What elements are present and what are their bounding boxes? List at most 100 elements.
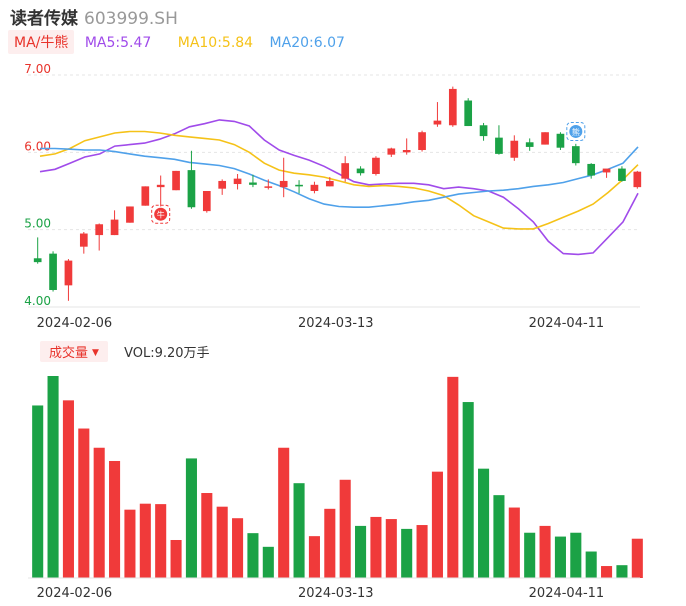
volume-bar bbox=[201, 493, 213, 578]
candle-body bbox=[387, 148, 396, 155]
volume-bar bbox=[109, 460, 121, 578]
candle-body bbox=[187, 170, 196, 208]
volume-bar bbox=[185, 458, 197, 578]
ma20-legend: MA20:6.07 bbox=[269, 35, 345, 51]
candle-body bbox=[418, 132, 426, 151]
volume-selector-label: 成交量 bbox=[49, 346, 89, 361]
x-tick-label: 2024-04-11 bbox=[529, 316, 605, 331]
volume-bar bbox=[308, 536, 320, 578]
ma5-line bbox=[39, 119, 639, 256]
volume-bar bbox=[539, 525, 551, 578]
volume-bar bbox=[355, 525, 367, 578]
candle-body bbox=[618, 168, 626, 181]
volume-bar bbox=[47, 376, 59, 578]
volume-bar bbox=[124, 509, 136, 578]
candle-body bbox=[433, 120, 442, 125]
candle-body bbox=[464, 100, 473, 127]
volume-bar bbox=[524, 532, 536, 578]
volume-bar bbox=[62, 400, 74, 578]
marker-badge bbox=[569, 124, 583, 138]
volume-bar bbox=[370, 516, 382, 578]
volume-bar bbox=[585, 551, 597, 578]
candle-body bbox=[633, 171, 642, 188]
candle-body bbox=[33, 258, 42, 263]
candle-body bbox=[372, 157, 380, 174]
stock-code: 603999.SH bbox=[84, 9, 178, 29]
volume-bar bbox=[216, 506, 228, 578]
signal-markers: 牛熊 bbox=[151, 121, 586, 224]
volume-bar bbox=[508, 507, 520, 578]
marker-frame bbox=[566, 121, 586, 141]
volume-date-axis: 2024-02-06 2024-03-13 2024-04-11 bbox=[37, 586, 605, 601]
stock-name: 读者传媒 bbox=[10, 9, 78, 29]
ma10-legend: MA10:5.84 bbox=[177, 35, 254, 51]
volume-bar bbox=[401, 528, 413, 578]
volume-value: VOL:9.20万手 bbox=[124, 346, 210, 361]
candle-body bbox=[64, 260, 73, 286]
volume-bar bbox=[570, 532, 582, 578]
volume-bar bbox=[416, 525, 428, 578]
volume-bar bbox=[385, 519, 397, 578]
ma20-line bbox=[40, 146, 639, 208]
marker-frame bbox=[151, 204, 171, 224]
candle-body bbox=[448, 88, 457, 126]
y-tick-label: 4.00 bbox=[24, 294, 51, 308]
candle-body bbox=[525, 142, 534, 147]
candle-body bbox=[49, 253, 57, 290]
price-date-axis: 2024-02-06 2024-03-13 2024-04-11 bbox=[37, 316, 605, 331]
volume-bar bbox=[78, 428, 90, 578]
x-tick-label: 2024-03-13 bbox=[298, 316, 374, 331]
volume-bar bbox=[155, 504, 167, 578]
volume-bars bbox=[28, 376, 643, 579]
y-tick-label: 7.00 bbox=[24, 62, 51, 76]
candlestick-series bbox=[33, 86, 642, 301]
volume-bar bbox=[493, 495, 505, 578]
volume-bar bbox=[278, 447, 290, 578]
ma10-line bbox=[39, 130, 639, 230]
ma5-legend: MA5:5.47 bbox=[84, 35, 152, 51]
candle-body bbox=[556, 133, 565, 148]
ma-legend: MA/牛熊 MA5:5.47 MA10:5.84 MA20:6.07 bbox=[8, 30, 345, 54]
ma-indicator-selector[interactable]: MA/牛熊 bbox=[8, 30, 75, 54]
candle-body bbox=[264, 186, 273, 188]
volume-legend: 成交量 ▼ VOL:9.20万手 bbox=[40, 341, 210, 362]
bull-icon: 牛 bbox=[151, 204, 171, 224]
volume-bar bbox=[462, 402, 474, 578]
y-tick-label: 5.00 bbox=[24, 217, 51, 231]
candle-body bbox=[341, 163, 350, 179]
candle-body bbox=[402, 150, 411, 153]
x-tick-label: 2024-02-06 bbox=[37, 316, 113, 331]
volume-bar bbox=[554, 536, 566, 578]
volume-bar bbox=[170, 539, 182, 578]
x-tick-label: 2024-03-13 bbox=[298, 586, 374, 601]
candle-body bbox=[510, 140, 519, 158]
candle-body bbox=[279, 180, 288, 188]
candle-body bbox=[479, 125, 488, 137]
candle-body bbox=[233, 178, 242, 185]
volume-bar bbox=[324, 508, 336, 578]
price-grid bbox=[28, 74, 640, 308]
candle-body bbox=[587, 163, 596, 176]
candle-body bbox=[202, 191, 211, 212]
volume-bar bbox=[431, 471, 443, 578]
volume-bar bbox=[478, 468, 490, 578]
dropdown-caret-icon: ▼ bbox=[92, 348, 99, 358]
candle-body bbox=[295, 184, 303, 187]
candle-body bbox=[172, 170, 180, 191]
volume-bar bbox=[247, 533, 259, 578]
volume-bar bbox=[616, 565, 628, 578]
price-axis: 7.00 6.00 5.00 4.00 bbox=[24, 62, 51, 308]
volume-bar bbox=[262, 546, 274, 578]
marker-badge bbox=[154, 207, 168, 221]
candle-body bbox=[110, 219, 119, 236]
candle-body bbox=[156, 184, 165, 188]
volume-bar bbox=[93, 447, 105, 578]
candle-body bbox=[571, 146, 580, 164]
candle-body bbox=[141, 186, 150, 206]
marker-label: 牛 bbox=[157, 210, 165, 220]
candle-body bbox=[79, 233, 88, 247]
volume-bar bbox=[631, 538, 643, 578]
candle-body bbox=[602, 168, 611, 173]
volume-indicator-selector[interactable]: 成交量 ▼ bbox=[40, 341, 108, 362]
